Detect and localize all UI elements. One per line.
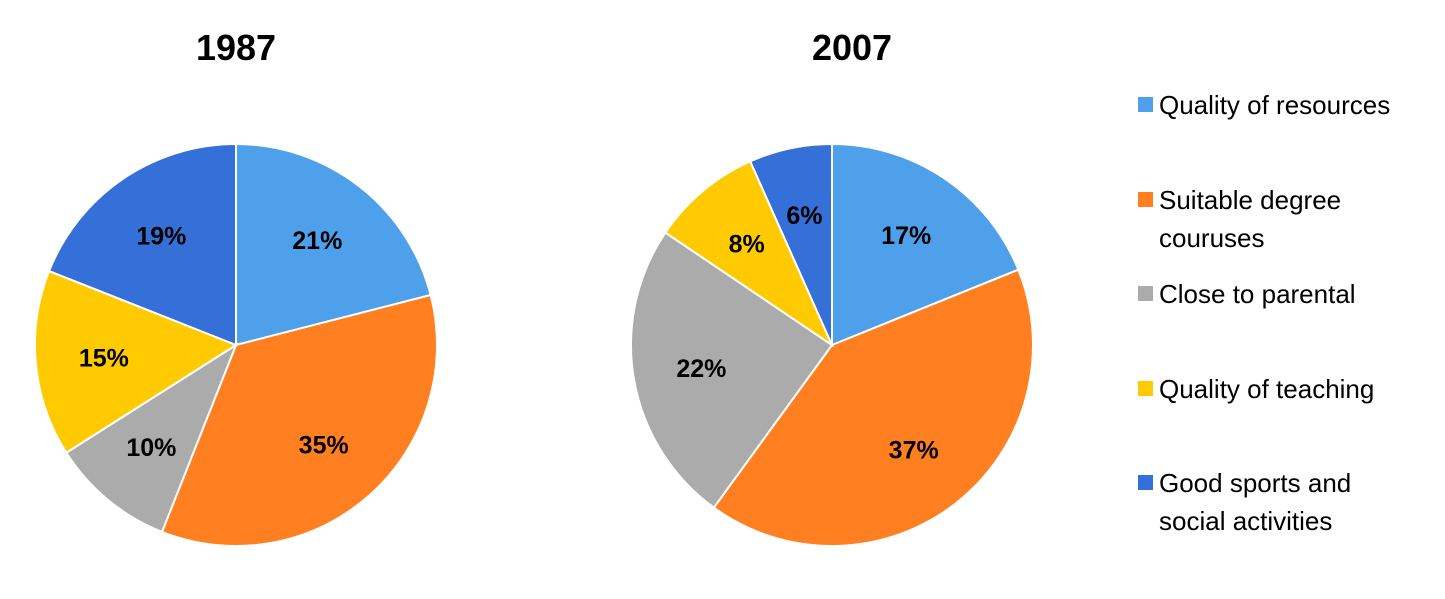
slice-quality-of-resources [831, 142, 1020, 347]
slice-label-quality-of-teaching: 15% [79, 345, 129, 373]
slice-close-to-parental [630, 231, 834, 510]
slice-label-quality-of-resources: 17% [881, 222, 931, 250]
slice-label-quality-of-resources: 21% [292, 227, 342, 255]
slice-label-close-to-parental: 10% [126, 434, 176, 462]
slice-label-close-to-parental: 22% [676, 355, 726, 383]
legend-swatch [1138, 381, 1153, 396]
slice-quality-of-teaching [663, 160, 835, 348]
legend-label: Good sports and social activities [1159, 468, 1352, 536]
legend-swatch [1138, 192, 1153, 207]
pie-2007: 17% 37% 22% 8% 6% [630, 142, 1034, 547]
slice-label-good-sports-and-social-activities: 6% [786, 202, 822, 230]
slice-label-suitable-degree-courses: 37% [889, 437, 939, 465]
pie-1987: 21% 35% 10% 15% 19% [34, 142, 438, 547]
legend-swatch [1138, 286, 1153, 301]
slice-quality-of-resources [235, 142, 432, 347]
slice-label-good-sports-and-social-activities: 19% [136, 222, 186, 250]
slice-close-to-parental [64, 342, 239, 534]
slice-suitable-degree-courses [160, 293, 438, 547]
legend-label: Quality of resources [1159, 90, 1391, 120]
legend-label: Close to parental [1159, 279, 1356, 309]
legend-swatch [1138, 475, 1153, 490]
slice-suitable-degree-courses [712, 268, 1034, 547]
slice-good-sports-and-social-activities [47, 142, 237, 347]
slice-label-quality-of-teaching: 8% [729, 230, 765, 258]
chart-title-2007: 2007 [812, 27, 892, 68]
legend-item-good-sports-and-social-activities: Good sports and social activities [1138, 464, 1438, 540]
legend-label: Suitable degree couruses [1159, 185, 1342, 253]
legend-item-close-to-parental: Close to parental [1138, 275, 1438, 313]
legend-item-quality-of-teaching: Quality of teaching [1138, 370, 1438, 408]
legend-item-quality-of-resources: Quality of resources [1138, 86, 1438, 124]
slice-quality-of-teaching [34, 269, 239, 455]
legend-item-suitable-degree-courses: Suitable degree couruses [1138, 181, 1438, 257]
slice-label-suitable-degree-courses: 35% [299, 432, 349, 460]
chart-title-1987: 1987 [196, 27, 276, 68]
legend-swatch [1138, 97, 1153, 112]
slice-good-sports-and-social-activities [748, 142, 833, 346]
legend-label: Quality of teaching [1159, 374, 1375, 404]
